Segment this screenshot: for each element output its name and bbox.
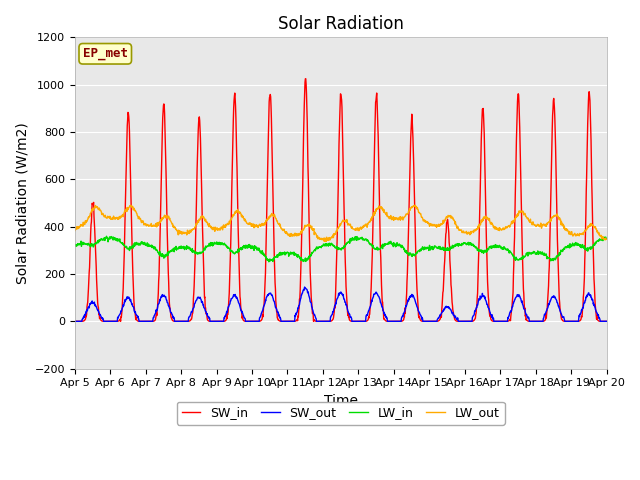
LW_out (322, 239, 330, 244)
SW_in (540, 318, 548, 324)
Line: LW_in: LW_in (75, 236, 607, 262)
Title: Solar Radiation: Solar Radiation (278, 15, 404, 33)
LW_out (424, 220, 431, 226)
Legend: SW_in, SW_out, LW_in, LW_out: SW_in, SW_out, LW_in, LW_out (177, 401, 505, 424)
LW_out (177, 230, 184, 236)
LW_out (71, 228, 79, 234)
SW_out (424, 318, 431, 324)
SW_out (249, 318, 257, 324)
X-axis label: Time: Time (324, 394, 358, 408)
LW_in (102, 233, 110, 239)
SW_in (71, 318, 79, 324)
LW_in (540, 252, 548, 258)
SW_in (176, 318, 184, 324)
LW_out (249, 222, 257, 228)
SW_out (603, 318, 611, 324)
SW_out (71, 318, 79, 324)
LW_in (249, 246, 257, 252)
LW_in (424, 245, 431, 251)
SW_in (493, 318, 500, 324)
SW_in (424, 318, 431, 324)
SW_out (493, 318, 500, 324)
LW_in (71, 243, 79, 249)
LW_in (603, 236, 611, 242)
LW_out (493, 226, 501, 232)
LW_out (540, 222, 548, 228)
SW_out (540, 315, 548, 321)
SW_in (603, 318, 611, 324)
SW_in (189, 308, 197, 313)
Text: EP_met: EP_met (83, 47, 128, 60)
SW_in (249, 318, 257, 324)
LW_out (189, 226, 197, 232)
Line: SW_in: SW_in (75, 79, 607, 321)
SW_out (176, 318, 184, 324)
SW_out (189, 306, 197, 312)
LW_in (177, 245, 184, 251)
LW_in (265, 259, 273, 264)
Line: SW_out: SW_out (75, 287, 607, 321)
LW_in (493, 244, 501, 250)
Y-axis label: Solar Radiation (W/m2): Solar Radiation (W/m2) (15, 122, 29, 284)
Line: LW_out: LW_out (75, 205, 607, 241)
LW_out (127, 203, 134, 208)
LW_in (189, 249, 197, 255)
SW_in (302, 76, 310, 82)
LW_out (603, 237, 611, 242)
SW_out (301, 284, 308, 290)
